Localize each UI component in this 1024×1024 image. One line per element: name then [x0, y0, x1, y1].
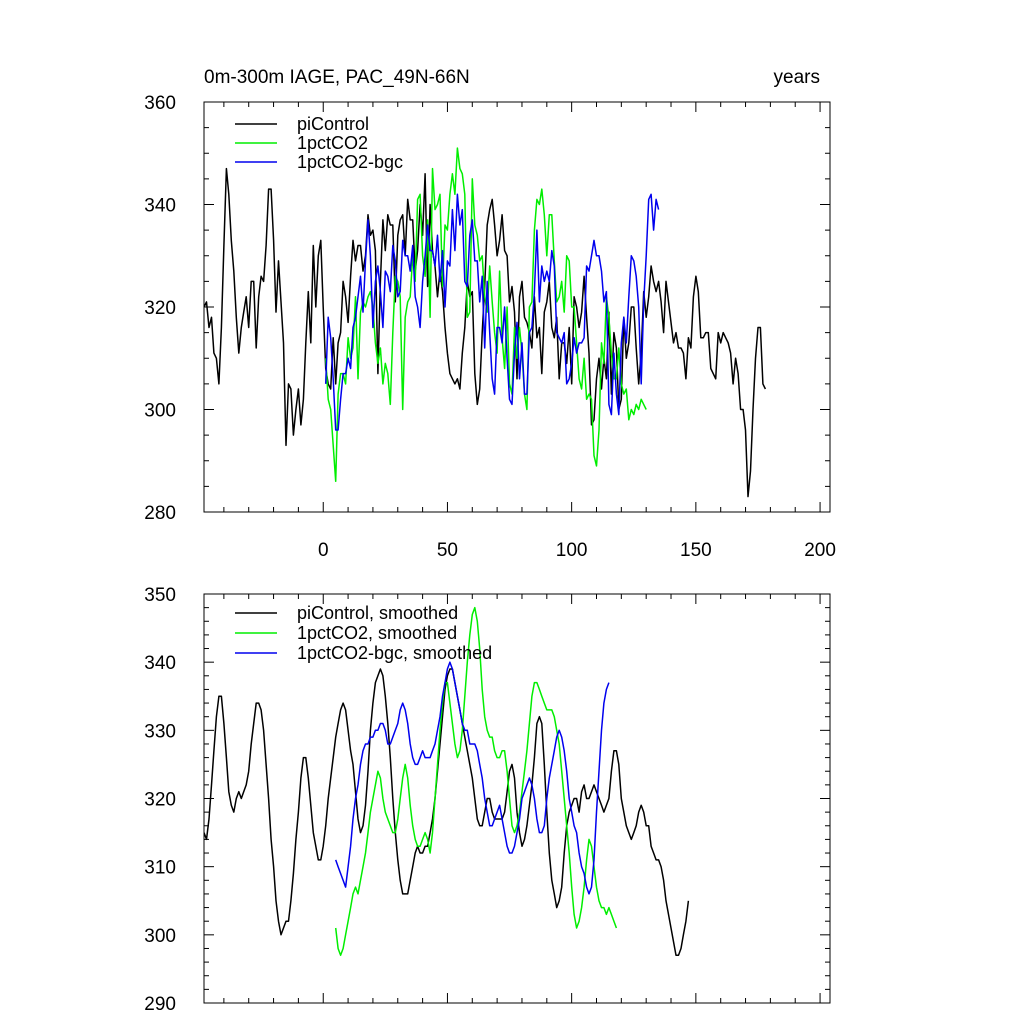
legend-label: 1pctCO2 [297, 133, 368, 153]
y-tick-label: 340 [144, 196, 176, 217]
x-tick-label: 50 [437, 540, 458, 561]
legend-label: 1pctCO2, smoothed [297, 623, 457, 643]
series-line-1pctco2-bgc [334, 661, 610, 895]
legend-label: piControl [297, 114, 369, 134]
panel-bottom: 290 300 310 320 330 340 350 piControl, smoothed… [144, 585, 831, 1015]
chart-units: years [774, 67, 820, 88]
x-tick-label: 100 [556, 540, 588, 561]
x-tick-label: 200 [804, 540, 836, 561]
x-tick-label: 0 [318, 540, 329, 561]
y-tick-label: 340 [144, 653, 176, 674]
panel-top: 0 50 100 150 200 280 300 320 340 360 0m-300m IAGE,… [144, 67, 836, 561]
legend-label: piControl, smoothed [297, 603, 458, 623]
y-tick-label: 300 [144, 401, 176, 422]
chart-title: 0m-300m IAGE, PAC_49N-66N [204, 67, 470, 88]
legend-label: 1pctCO2-bgc [297, 152, 403, 172]
y-tick-label: 350 [144, 585, 176, 606]
series-line-1pctco2-bgc [324, 193, 660, 431]
y-tick-label: 300 [144, 926, 176, 947]
y-tick-label: 290 [144, 994, 176, 1015]
x-tick-label: 150 [680, 540, 712, 561]
y-tick-label: 280 [144, 503, 176, 524]
y-tick-label: 310 [144, 858, 176, 879]
y-tick-label: 330 [144, 721, 176, 742]
series-line-picontrol [204, 668, 690, 957]
y-tick-label: 360 [144, 93, 176, 114]
y-tick-label: 320 [144, 790, 176, 811]
y-tick-label: 320 [144, 298, 176, 319]
legend-label: 1pctCO2-bgc, smoothed [297, 643, 492, 663]
series-line-1pctco2 [334, 606, 618, 957]
